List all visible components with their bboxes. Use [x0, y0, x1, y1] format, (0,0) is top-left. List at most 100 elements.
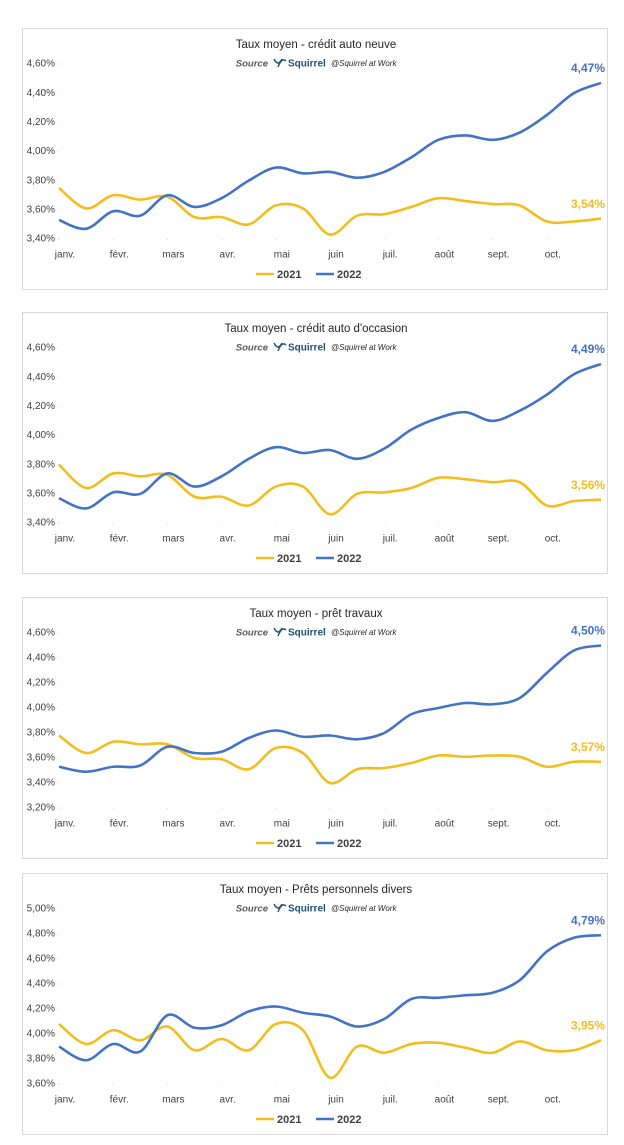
y-tick-label: 4,60%	[27, 628, 55, 639]
x-tick-label: juil.	[382, 1095, 398, 1106]
x-tick-label: sept.	[488, 250, 510, 261]
x-tick-label: janv.	[54, 250, 75, 261]
brand-icon	[273, 58, 287, 68]
line	[58, 362, 602, 510]
y-tick-label: 3,80%	[27, 1054, 55, 1065]
brand-icon	[273, 342, 287, 352]
x-tick-label: juil.	[382, 819, 398, 830]
x-tick-label: janv.	[54, 534, 75, 545]
y-tick-label: 4,40%	[27, 653, 55, 664]
legend-label: 2021	[277, 838, 301, 850]
end-label: 4,49%	[571, 342, 605, 356]
y-tick-label: 4,80%	[27, 929, 55, 940]
end-label: 3,54%	[571, 197, 605, 211]
brand-icon	[273, 903, 287, 913]
x-tick-label: juil.	[382, 534, 398, 545]
source-label: Source	[236, 904, 269, 915]
end-label: 3,95%	[571, 1018, 605, 1032]
x-tick-label: mai	[274, 819, 290, 830]
end-label: 4,79%	[571, 913, 605, 927]
legend-label: 2022	[337, 553, 361, 565]
y-tick-label: 3,80%	[27, 459, 55, 470]
x-tick-label: mai	[274, 1095, 290, 1106]
y-tick-label: 3,80%	[27, 728, 55, 739]
y-tick-label: 3,20%	[27, 803, 55, 814]
x-tick-label: juin	[327, 250, 344, 261]
source-label: Source	[236, 343, 269, 354]
y-tick-label: 3,60%	[27, 488, 55, 499]
legend-label: 2022	[337, 838, 361, 850]
x-tick-label: juil.	[382, 250, 398, 261]
line	[58, 186, 602, 236]
y-tick-label: 3,60%	[27, 753, 55, 764]
y-tick-label: 4,60%	[27, 59, 55, 70]
y-tick-label: 4,60%	[27, 343, 55, 354]
x-tick-label: févr.	[110, 250, 129, 261]
chart: Taux moyen - prêt travaux Source Squirrel @…	[27, 608, 606, 850]
y-tick-label: 4,20%	[27, 678, 55, 689]
legend-label: 2022	[337, 269, 361, 281]
x-tick-label: mars	[162, 1095, 184, 1106]
y-tick-label: 3,60%	[27, 204, 55, 215]
x-tick-label: mars	[162, 819, 184, 830]
chart: Taux moyen - crédit auto d'occasion Sourc…	[27, 323, 606, 565]
chart-panel: Taux moyen - crédit auto neuve Source Squi…	[22, 28, 608, 290]
y-tick-label: 3,40%	[27, 518, 55, 529]
y-tick-label: 4,00%	[27, 703, 55, 714]
chart-panel: Taux moyen - crédit auto d'occasion Sourc…	[22, 312, 608, 574]
source-brand: Squirrel	[288, 343, 326, 354]
x-tick-label: févr.	[110, 819, 129, 830]
x-tick-label: oct.	[545, 1095, 561, 1106]
x-tick-label: avr.	[220, 534, 236, 545]
y-tick-label: 3,40%	[27, 778, 55, 789]
x-tick-label: août	[435, 1095, 455, 1106]
source-brand: Squirrel	[288, 904, 326, 915]
x-tick-label: févr.	[110, 534, 129, 545]
brand-icon	[273, 627, 287, 637]
x-tick-label: juin	[327, 534, 344, 545]
y-tick-label: 4,20%	[27, 117, 55, 128]
y-tick-label: 4,00%	[27, 430, 55, 441]
line	[58, 734, 602, 785]
y-tick-label: 4,60%	[27, 954, 55, 965]
chart-title: Taux moyen - crédit auto neuve	[236, 39, 396, 51]
x-tick-label: mars	[162, 250, 184, 261]
chart: Taux moyen - crédit auto neuve Source Squi…	[27, 39, 606, 281]
x-tick-label: août	[435, 819, 455, 830]
x-tick-label: avr.	[220, 1095, 236, 1106]
y-tick-label: 3,40%	[27, 234, 55, 245]
source-brand: Squirrel	[288, 59, 326, 70]
source-brand: Squirrel	[288, 628, 326, 639]
x-tick-label: août	[435, 534, 455, 545]
chart-panel: Taux moyen - prêt travaux Source Squirrel @…	[22, 597, 608, 859]
x-tick-label: mai	[274, 250, 290, 261]
end-label: 4,50%	[571, 624, 605, 638]
x-tick-label: sept.	[488, 534, 510, 545]
legend-label: 2022	[337, 1114, 361, 1126]
x-tick-label: avr.	[220, 819, 236, 830]
source-note: @Squirrel at Work	[331, 343, 397, 352]
x-tick-label: oct.	[545, 534, 561, 545]
chart-title: Taux moyen - prêt travaux	[250, 608, 383, 620]
x-tick-label: sept.	[488, 1095, 510, 1106]
x-tick-label: juin	[327, 1095, 344, 1106]
x-tick-label: févr.	[110, 1095, 129, 1106]
y-tick-label: 5,00%	[27, 904, 55, 915]
chart-title: Taux moyen - crédit auto d'occasion	[224, 323, 407, 335]
y-tick-label: 4,40%	[27, 372, 55, 383]
x-tick-label: janv.	[54, 1095, 75, 1106]
x-tick-label: janv.	[54, 819, 75, 830]
line	[58, 1020, 602, 1080]
source-note: @Squirrel at Work	[331, 59, 397, 68]
end-label: 4,47%	[571, 61, 605, 75]
line	[58, 463, 602, 516]
y-tick-label: 4,00%	[27, 1029, 55, 1040]
x-tick-label: oct.	[545, 250, 561, 261]
chart-panel: Taux moyen - Prêts personnels divers Sour…	[22, 873, 608, 1135]
source-label: Source	[236, 59, 269, 70]
y-tick-label: 4,40%	[27, 979, 55, 990]
line	[58, 644, 602, 774]
source-label: Source	[236, 628, 269, 639]
x-tick-label: mars	[162, 534, 184, 545]
